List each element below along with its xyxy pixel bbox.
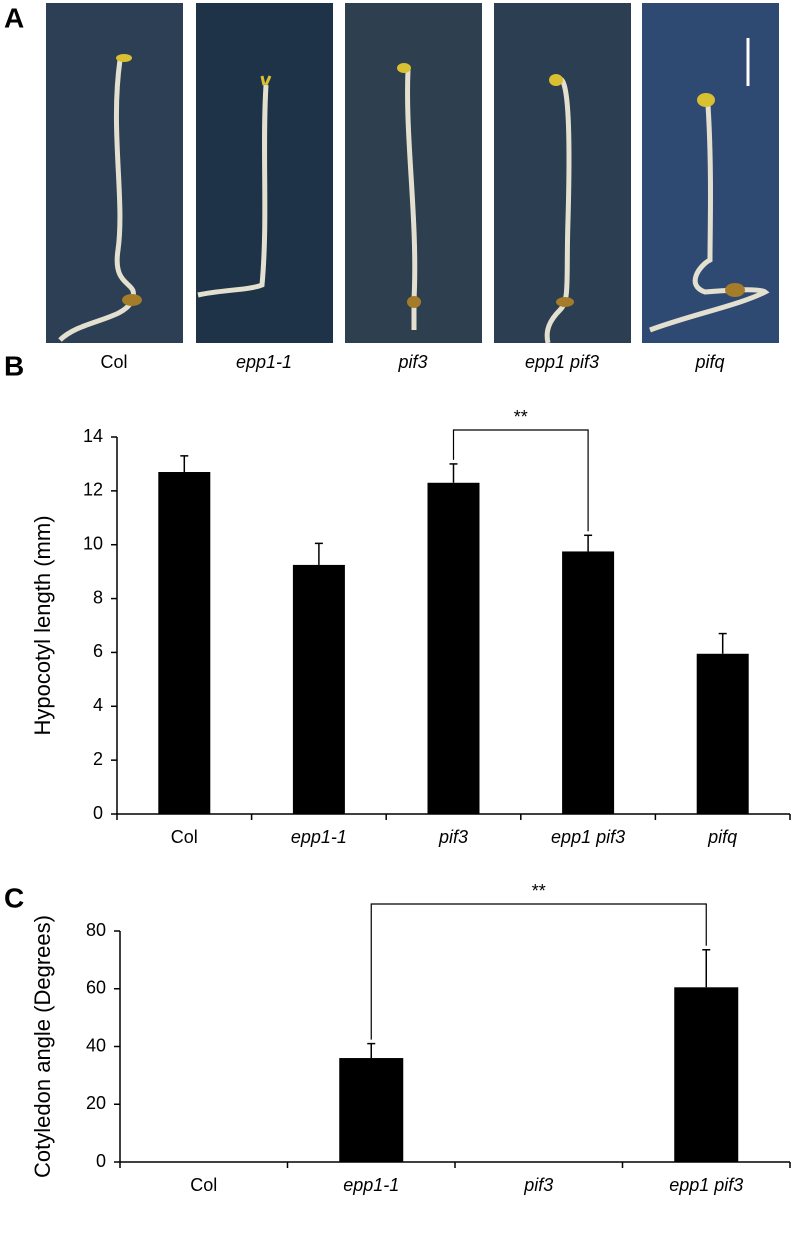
y-axis-label: Hypocotyl length (mm) [30, 515, 55, 735]
y-tick-label: 14 [83, 426, 103, 446]
seedling [544, 76, 572, 344]
significance-label: ** [514, 407, 528, 427]
y-tick-label: 2 [93, 749, 103, 769]
cotyledon [549, 74, 563, 86]
photo-label: epp1-1 [236, 352, 292, 372]
seedling [197, 84, 269, 298]
seed [725, 283, 745, 297]
seedling [58, 59, 136, 342]
y-tick-label: 10 [83, 533, 103, 553]
y-tick-label: 20 [86, 1093, 106, 1113]
y-tick-label: 12 [83, 480, 103, 500]
cotyledon [397, 63, 411, 73]
cotyledon [260, 75, 272, 86]
photo [46, 3, 183, 343]
panel-label: C [4, 882, 24, 913]
photo-label: Col [100, 352, 127, 372]
bar [427, 482, 480, 814]
bar [562, 551, 615, 814]
y-tick-label: 4 [93, 695, 103, 715]
y-tick-label: 0 [96, 1151, 106, 1171]
cotyledon [697, 93, 715, 107]
y-tick-label: 8 [93, 587, 103, 607]
y-tick-label: 6 [93, 641, 103, 661]
x-tick-label: epp1-1 [291, 827, 347, 847]
x-tick-label: epp1 pif3 [551, 827, 625, 847]
x-tick-label: epp1-1 [343, 1175, 399, 1195]
seed [556, 297, 574, 307]
bar [339, 1058, 404, 1162]
photos [46, 3, 779, 344]
photo [494, 3, 631, 343]
seed [122, 294, 142, 306]
photo-label: pif3 [397, 352, 427, 372]
bar [674, 987, 739, 1162]
photo-label: pifq [694, 352, 724, 372]
x-tick-label: pif3 [438, 827, 468, 847]
y-axis-label: Cotyledon angle (Degrees) [30, 915, 55, 1178]
significance-bracket [370, 903, 707, 1040]
y-tick-label: 40 [86, 1035, 106, 1055]
x-tick-label: Col [190, 1175, 217, 1195]
x-tick-label: pif3 [523, 1175, 553, 1195]
seedling [649, 104, 770, 333]
y-tick-label: 80 [86, 920, 106, 940]
bar [292, 564, 345, 814]
bar [696, 653, 749, 814]
x-tick-label: epp1 pif3 [669, 1175, 743, 1195]
photo-label: epp1 pif3 [525, 352, 599, 372]
x-tick-label: Col [171, 827, 198, 847]
panel-label: A [4, 2, 24, 33]
x-tick-label: pifq [707, 827, 737, 847]
cotyledon [116, 54, 132, 62]
seed [407, 296, 421, 308]
y-tick-label: 0 [93, 803, 103, 823]
panel-label: B [4, 350, 24, 381]
bar [158, 472, 211, 814]
seedling [405, 69, 418, 330]
y-tick-label: 60 [86, 978, 106, 998]
significance-bracket [452, 429, 589, 532]
significance-label: ** [532, 881, 546, 901]
